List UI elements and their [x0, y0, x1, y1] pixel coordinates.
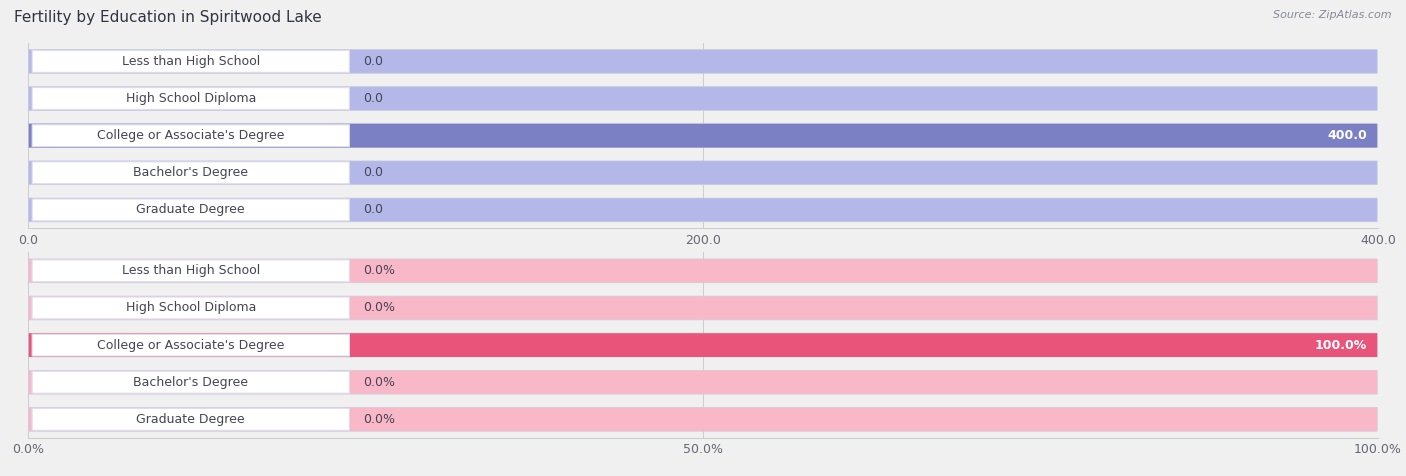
Text: Bachelor's Degree: Bachelor's Degree	[134, 166, 249, 179]
Text: 0.0%: 0.0%	[363, 413, 395, 426]
FancyBboxPatch shape	[28, 370, 1378, 394]
FancyBboxPatch shape	[28, 407, 1378, 431]
Text: 0.0%: 0.0%	[363, 301, 395, 315]
FancyBboxPatch shape	[32, 371, 350, 393]
FancyBboxPatch shape	[28, 161, 1378, 185]
Text: Graduate Degree: Graduate Degree	[136, 413, 245, 426]
Text: High School Diploma: High School Diploma	[125, 301, 256, 315]
FancyBboxPatch shape	[32, 125, 349, 147]
Text: 0.0%: 0.0%	[363, 264, 395, 278]
Text: 0.0: 0.0	[363, 203, 382, 217]
FancyBboxPatch shape	[32, 199, 349, 221]
FancyBboxPatch shape	[32, 408, 350, 430]
FancyBboxPatch shape	[32, 260, 350, 282]
Text: 0.0: 0.0	[363, 92, 382, 105]
FancyBboxPatch shape	[32, 162, 349, 184]
Text: Source: ZipAtlas.com: Source: ZipAtlas.com	[1274, 10, 1392, 20]
FancyBboxPatch shape	[28, 333, 1378, 357]
Text: College or Associate's Degree: College or Associate's Degree	[97, 129, 284, 142]
FancyBboxPatch shape	[28, 124, 1378, 148]
FancyBboxPatch shape	[32, 88, 349, 109]
Text: Bachelor's Degree: Bachelor's Degree	[134, 376, 249, 389]
FancyBboxPatch shape	[28, 50, 1378, 73]
FancyBboxPatch shape	[32, 50, 349, 72]
Text: High School Diploma: High School Diploma	[125, 92, 256, 105]
Text: 400.0: 400.0	[1327, 129, 1367, 142]
FancyBboxPatch shape	[28, 198, 1378, 222]
FancyBboxPatch shape	[28, 296, 1378, 320]
Text: Less than High School: Less than High School	[122, 55, 260, 68]
FancyBboxPatch shape	[32, 297, 350, 319]
Text: 0.0: 0.0	[363, 166, 382, 179]
FancyBboxPatch shape	[28, 333, 1378, 357]
Text: 0.0: 0.0	[363, 55, 382, 68]
FancyBboxPatch shape	[28, 259, 1378, 283]
Text: 100.0%: 100.0%	[1315, 338, 1367, 352]
FancyBboxPatch shape	[28, 87, 1378, 110]
Text: Fertility by Education in Spiritwood Lake: Fertility by Education in Spiritwood Lak…	[14, 10, 322, 25]
Text: Less than High School: Less than High School	[122, 264, 260, 278]
FancyBboxPatch shape	[28, 124, 1378, 148]
Text: Graduate Degree: Graduate Degree	[136, 203, 245, 217]
Text: 0.0%: 0.0%	[363, 376, 395, 389]
FancyBboxPatch shape	[32, 334, 350, 356]
Text: College or Associate's Degree: College or Associate's Degree	[97, 338, 284, 352]
